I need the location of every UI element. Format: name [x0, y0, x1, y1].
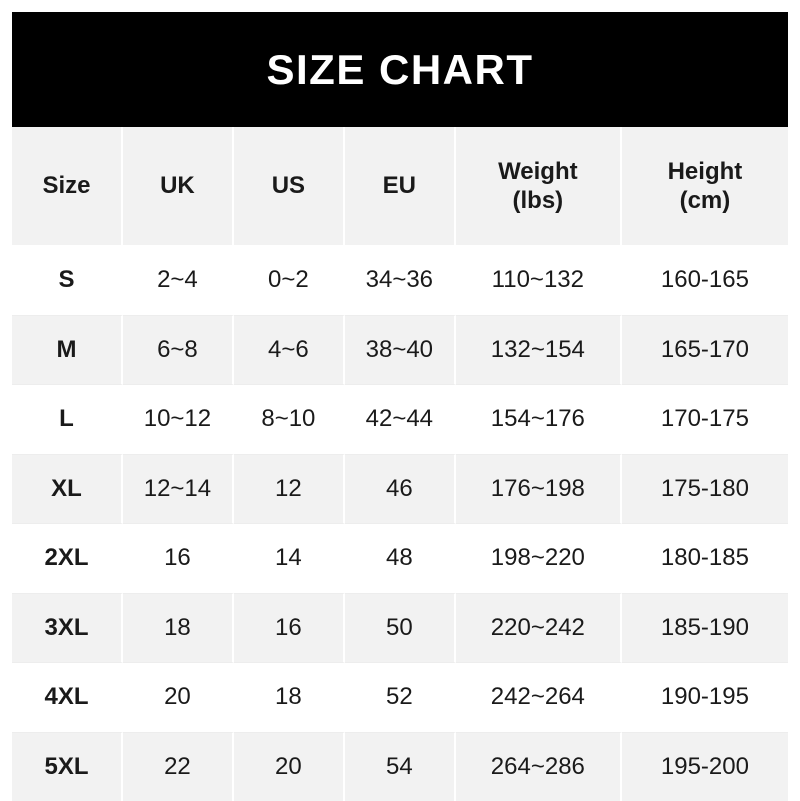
- cell-height: 175-180: [622, 455, 788, 525]
- cell-eu: 52: [345, 663, 456, 733]
- cell-weight: 264~286: [456, 733, 622, 801]
- cell-height: 180-185: [622, 524, 788, 594]
- cell-height: 185-190: [622, 594, 788, 664]
- cell-us: 16: [234, 594, 345, 664]
- cell-weight: 198~220: [456, 524, 622, 594]
- cell-weight: 242~264: [456, 663, 622, 733]
- cell-height: 190-195: [622, 663, 788, 733]
- cell-us: 14: [234, 524, 345, 594]
- cell-eu: 48: [345, 524, 456, 594]
- cell-eu: 50: [345, 594, 456, 664]
- cell-size: M: [12, 316, 123, 386]
- cell-us: 20: [234, 733, 345, 801]
- column-header-size: Size: [12, 127, 123, 246]
- column-header-height: Height(cm): [622, 127, 788, 246]
- cell-eu: 34~36: [345, 246, 456, 316]
- cell-size: 3XL: [12, 594, 123, 664]
- cell-weight: 154~176: [456, 385, 622, 455]
- cell-weight: 220~242: [456, 594, 622, 664]
- column-header-line: Height: [626, 157, 784, 186]
- cell-size: S: [12, 246, 123, 316]
- cell-us: 18: [234, 663, 345, 733]
- column-header-eu: EU: [345, 127, 456, 246]
- cell-eu: 54: [345, 733, 456, 801]
- column-header-line: US: [238, 171, 339, 200]
- column-header-line: UK: [127, 171, 228, 200]
- cell-eu: 42~44: [345, 385, 456, 455]
- cell-uk: 18: [123, 594, 234, 664]
- cell-height: 165-170: [622, 316, 788, 386]
- cell-weight: 132~154: [456, 316, 622, 386]
- column-header-us: US: [234, 127, 345, 246]
- cell-weight: 110~132: [456, 246, 622, 316]
- cell-uk: 16: [123, 524, 234, 594]
- column-header-line: (lbs): [460, 186, 616, 215]
- cell-uk: 22: [123, 733, 234, 801]
- column-header-weight: Weight(lbs): [456, 127, 622, 246]
- cell-uk: 6~8: [123, 316, 234, 386]
- cell-uk: 2~4: [123, 246, 234, 316]
- cell-height: 160-165: [622, 246, 788, 316]
- cell-size: 5XL: [12, 733, 123, 801]
- column-header-line: Weight: [460, 157, 616, 186]
- cell-us: 8~10: [234, 385, 345, 455]
- cell-us: 0~2: [234, 246, 345, 316]
- cell-size: 2XL: [12, 524, 123, 594]
- cell-eu: 46: [345, 455, 456, 525]
- cell-us: 4~6: [234, 316, 345, 386]
- cell-eu: 38~40: [345, 316, 456, 386]
- cell-size: 4XL: [12, 663, 123, 733]
- cell-height: 195-200: [622, 733, 788, 801]
- cell-height: 170-175: [622, 385, 788, 455]
- cell-size: XL: [12, 455, 123, 525]
- cell-weight: 176~198: [456, 455, 622, 525]
- cell-uk: 20: [123, 663, 234, 733]
- cell-uk: 10~12: [123, 385, 234, 455]
- column-header-line: Size: [16, 171, 117, 200]
- cell-size: L: [12, 385, 123, 455]
- column-header-line: EU: [349, 171, 450, 200]
- cell-uk: 12~14: [123, 455, 234, 525]
- page-title: SIZE CHART: [267, 49, 534, 91]
- column-header-uk: UK: [123, 127, 234, 246]
- cell-us: 12: [234, 455, 345, 525]
- title-banner: SIZE CHART: [12, 12, 788, 127]
- column-header-line: (cm): [626, 186, 784, 215]
